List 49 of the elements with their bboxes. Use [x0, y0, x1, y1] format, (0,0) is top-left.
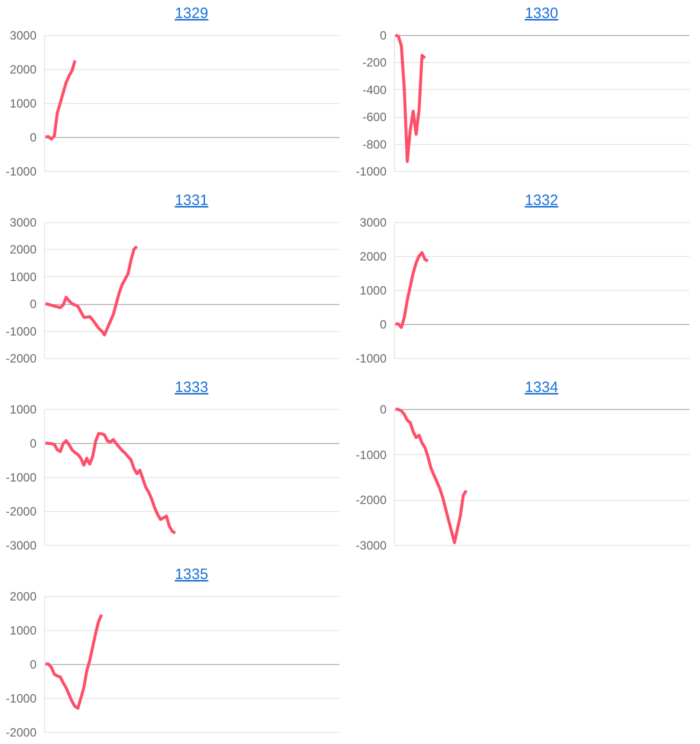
- y-tick-label: 1000: [10, 402, 37, 416]
- line-series: [44, 432, 177, 535]
- chart-title: 1333: [174, 379, 208, 396]
- line-series: [44, 59, 76, 141]
- y-tick-label: 3000: [360, 216, 387, 230]
- y-tick-label: -1000: [6, 324, 37, 338]
- y-tick-label: 1000: [10, 96, 37, 110]
- y-tick-label: 1000: [360, 284, 387, 298]
- y-tick-label: -1000: [356, 352, 387, 366]
- y-tick-label: 0: [30, 130, 37, 144]
- y-tick-label: -200: [362, 56, 387, 70]
- y-tick-label: -1000: [356, 448, 387, 462]
- y-tick-label: 0: [380, 28, 387, 42]
- y-tick-label: -1000: [356, 164, 387, 178]
- y-tick-label: 2000: [10, 590, 37, 604]
- y-tick-label: -2000: [6, 352, 37, 366]
- chart-title: 1331: [174, 192, 208, 209]
- y-tick-label: 2000: [10, 62, 37, 76]
- y-tick-label: -2000: [356, 493, 387, 508]
- chart-title: 1329: [174, 5, 208, 22]
- chart-title: 1334: [524, 379, 558, 396]
- line-series: [44, 244, 138, 336]
- line-series: [394, 251, 430, 329]
- y-tick-label: 1000: [10, 270, 37, 284]
- y-tick-label: -3000: [356, 538, 387, 552]
- y-tick-label: 0: [30, 658, 37, 672]
- y-tick-label: -1000: [6, 164, 37, 178]
- y-tick-label: -2000: [6, 726, 37, 740]
- y-tick-label: -3000: [6, 538, 37, 552]
- y-tick-label: 3000: [10, 216, 37, 230]
- y-tick-label: -600: [362, 110, 387, 124]
- chart-title: 1335: [174, 566, 208, 583]
- chart-title: 1330: [524, 5, 558, 22]
- y-tick-label: -2000: [6, 504, 37, 518]
- line-series: [394, 34, 426, 163]
- y-tick-label: -1000: [6, 692, 37, 706]
- y-tick-label: 2000: [360, 250, 387, 264]
- y-tick-label: 0: [30, 436, 37, 450]
- y-tick-label: 1000: [10, 624, 37, 638]
- y-tick-label: 0: [380, 402, 387, 416]
- y-tick-label: 2000: [10, 242, 37, 257]
- y-tick-label: 0: [30, 297, 37, 312]
- y-tick-label: -400: [362, 82, 387, 97]
- chart-title: 1332: [524, 192, 558, 209]
- y-tick-label: 0: [380, 318, 387, 332]
- y-tick-label: 3000: [10, 28, 37, 42]
- y-tick-label: -1000: [6, 470, 37, 484]
- y-tick-label: -800: [362, 137, 387, 152]
- line-series: [44, 613, 104, 710]
